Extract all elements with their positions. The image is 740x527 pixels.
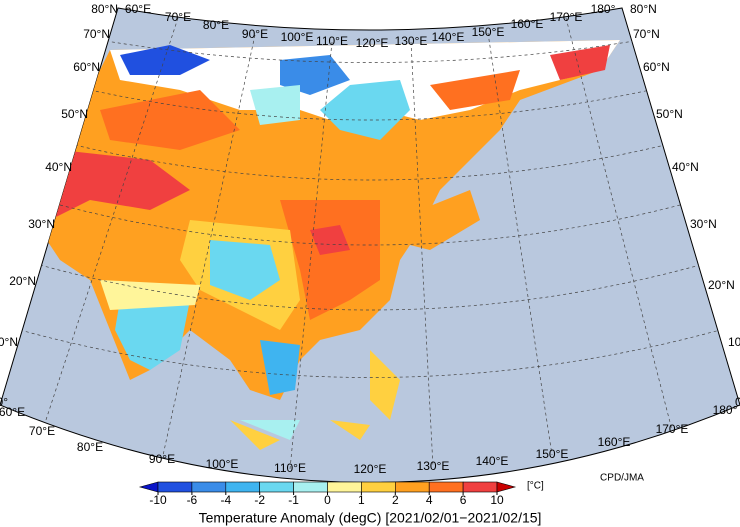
cold-blob [260, 340, 300, 395]
cold-blob [115, 300, 190, 370]
lon-label: 160°E [598, 435, 631, 449]
colorbar-tick-label: 4 [426, 493, 433, 507]
lat-label: 0° [735, 395, 740, 409]
lon-label: 60°E [0, 405, 25, 419]
lat-label: 30°N [28, 217, 55, 231]
colorbar-tick-label: 10 [490, 493, 504, 507]
colorbar-tick-label: -10 [149, 493, 167, 507]
colorbar-end [496, 481, 517, 493]
colorbar-segment [462, 481, 498, 493]
lat-label: 60°N [643, 60, 670, 74]
colorbar-tick-label: -6 [187, 493, 198, 507]
lon-label: 110°E [274, 461, 306, 475]
lat-label: 70°N [633, 27, 660, 41]
lon-label: 130°E [395, 34, 428, 48]
lat-label: 70°N [83, 27, 110, 41]
lon-label: 110°E [316, 34, 348, 48]
lon-label: 80°E [77, 440, 103, 454]
colorbar-title: Temperature Anomaly (degC) [2021/02/01−2… [199, 510, 542, 526]
lon-label: 70°E [165, 10, 191, 24]
lon-label: 100°E [206, 457, 239, 471]
lon-label: 170°E [656, 422, 689, 436]
lon-label: 90°E [242, 27, 268, 41]
lon-label: 180° [591, 2, 616, 16]
cold-blob [320, 80, 410, 140]
colorbar-tick-label: 6 [460, 493, 467, 507]
colorbar-segment [327, 481, 362, 493]
lon-label: 140°E [476, 454, 509, 468]
warm-blob [100, 90, 240, 150]
japan [410, 190, 480, 250]
colorbar-segment [293, 481, 328, 493]
islands [230, 350, 400, 450]
cold-blob [120, 45, 210, 75]
lon-label: 120°E [354, 462, 387, 476]
lon-label: 170°E [550, 10, 583, 24]
colorbar-segment [428, 481, 464, 493]
lon-label: 80°E [203, 18, 229, 32]
lon-label: 90°E [149, 452, 175, 466]
lat-label: 50°N [61, 107, 88, 121]
lat-label: 50°N [656, 107, 683, 121]
colorbar-segment [259, 481, 294, 493]
lat-label: 20°N [9, 274, 36, 288]
lat-label: 30°N [690, 217, 717, 231]
colorbar-tick-label: 0 [324, 493, 331, 507]
colorbar-segment [394, 481, 430, 493]
colorbar-segment [361, 481, 396, 493]
lon-label: 180° [713, 403, 738, 417]
colorbar-segment [157, 481, 193, 493]
cold-blob [280, 55, 350, 95]
credit: CPD/JMA [600, 473, 644, 484]
lat-label: 40°N [45, 160, 72, 174]
lat-label: 80°N [630, 2, 657, 16]
colorbar-end [138, 481, 159, 493]
lon-label: 150°E [536, 447, 569, 461]
lat-label: 0° [0, 395, 8, 409]
warm-blob [50, 150, 190, 220]
land [40, 40, 620, 450]
lon-label: 100°E [281, 30, 314, 44]
lat-label: 10°N [728, 335, 740, 349]
cold-blob [210, 240, 280, 300]
colorbar-tick-label: 1 [358, 493, 365, 507]
lon-label: 140°E [432, 30, 465, 44]
lon-label: 160°E [511, 17, 544, 31]
colorbar-tick-label: -4 [220, 493, 231, 507]
lon-label: 70°E [29, 424, 55, 438]
lat-label: 10°N [0, 335, 18, 349]
colorbar-segment [191, 481, 227, 493]
warm-blob [430, 70, 520, 110]
graticule [19, 17, 721, 470]
lon-label: 150°E [472, 25, 505, 39]
lat-label: 40°N [672, 160, 699, 174]
cold-blob [250, 85, 300, 125]
lon-label: 130°E [417, 459, 450, 473]
lat-label: 60°N [73, 60, 100, 74]
warm-blob [310, 225, 350, 255]
warm-blob [280, 200, 380, 320]
mild-blob [100, 280, 200, 310]
colorbar-tick-label: -1 [288, 493, 299, 507]
lat-label: 80°N [91, 2, 118, 16]
colorbar-segment [225, 481, 261, 493]
colorbar-tick-label: -2 [254, 493, 265, 507]
islands [240, 420, 300, 440]
warm-blob [550, 45, 610, 80]
colorbar-tick-label: 2 [392, 493, 399, 507]
colorbar-unit: [°C] [527, 481, 544, 492]
lon-label: 60°E [125, 2, 151, 16]
lat-label: 20°N [708, 278, 735, 292]
lon-label: 120°E [356, 36, 389, 50]
